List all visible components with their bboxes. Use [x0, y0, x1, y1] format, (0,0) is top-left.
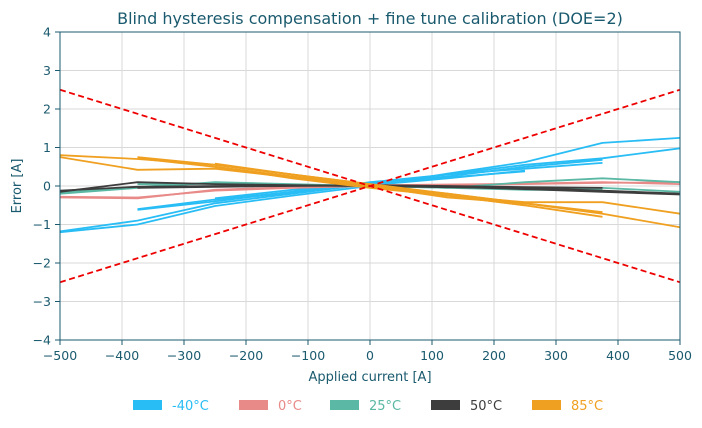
- limit-lines: [59, 88, 681, 284]
- x-tick-label: −400: [105, 348, 139, 363]
- x-tick-label: 100: [420, 348, 444, 363]
- x-tick-label: 500: [668, 348, 692, 363]
- legend-label: 85°C: [571, 399, 603, 414]
- legend-swatch: [431, 400, 460, 410]
- x-tick-label: −500: [43, 348, 77, 363]
- legend-swatch: [239, 400, 268, 410]
- x-tick-label: −300: [167, 348, 201, 363]
- x-tick-label: 300: [544, 348, 568, 363]
- legend-label: -40°C: [172, 399, 209, 414]
- y-tick-label: 0: [43, 179, 51, 194]
- y-axis-ticks: −4 −3 −2 −1 0 1 2 3 4: [33, 25, 60, 348]
- x-tick-label: −100: [291, 348, 325, 363]
- y-axis-label: Error [A]: [10, 159, 25, 214]
- legend-swatch: [330, 400, 359, 410]
- legend-swatch: [532, 400, 561, 410]
- y-tick-label: 4: [43, 25, 51, 40]
- legend-label: 25°C: [369, 399, 401, 414]
- y-tick-label: −4: [33, 333, 51, 348]
- x-tick-label: −200: [229, 348, 263, 363]
- legend-label: 0°C: [278, 399, 302, 414]
- limit-line: [59, 88, 681, 284]
- x-tick-label: 0: [366, 348, 374, 363]
- y-tick-label: 1: [43, 140, 51, 155]
- y-tick-label: −1: [33, 217, 51, 232]
- x-axis-label: Applied current [A]: [308, 370, 431, 385]
- y-tick-label: 2: [43, 102, 51, 117]
- legend-swatch: [133, 400, 162, 410]
- y-tick-label: −2: [33, 256, 51, 271]
- legend-label: 50°C: [470, 399, 502, 414]
- chart-title: Blind hysteresis compensation + fine tun…: [117, 9, 623, 28]
- y-tick-label: −3: [33, 294, 51, 309]
- legend: -40°C 0°C 25°C 50°C 85°C: [133, 399, 603, 414]
- x-axis-ticks: −500 −400 −300 −200 −100 0 100 200 300 400 500: [43, 340, 692, 363]
- x-tick-label: 200: [482, 348, 506, 363]
- x-tick-label: 400: [606, 348, 630, 363]
- y-tick-label: 3: [43, 63, 51, 78]
- series-line: [214, 165, 526, 207]
